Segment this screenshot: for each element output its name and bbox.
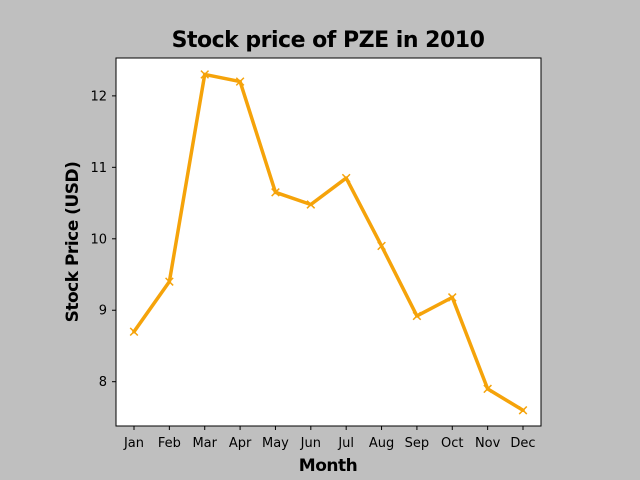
y-tick-label: 12 (90, 89, 107, 104)
x-tick-label: Jun (300, 436, 321, 451)
y-tick-label: 10 (90, 232, 107, 247)
data-point-jan (129, 327, 139, 337)
chart-title: Stock price of PZE in 2010 (172, 28, 485, 53)
x-marker-stroke (412, 311, 422, 321)
x-marker-stroke (306, 200, 316, 209)
data-point-jul (341, 173, 351, 183)
x-marker-stroke (483, 384, 492, 394)
y-tick-label: 8 (99, 375, 107, 390)
x-axis-label: Month (299, 456, 357, 476)
data-point-apr (235, 77, 245, 86)
x-marker-stroke (341, 173, 351, 183)
data-point-oct (447, 293, 457, 302)
data-point-nov (483, 384, 492, 394)
series-line (132, 72, 525, 413)
x-tick-label: Aug (369, 436, 394, 451)
x-marker-stroke (200, 70, 210, 79)
y-axis-label: Stock Price (USD) (63, 162, 83, 323)
x-marker-stroke (271, 188, 280, 197)
x-axis-ticks: Jan Feb Mar Apr May Jun Jul Aug Sep Oct Nov Dec (123, 426, 536, 451)
x-tick-label: Jan (123, 436, 144, 451)
y-axis-ticks: 8 9 10 11 12 (90, 89, 116, 390)
x-marker-stroke (235, 77, 245, 86)
x-marker-stroke (518, 405, 528, 415)
x-tick-label: May (262, 436, 289, 451)
data-point-sep (412, 311, 422, 321)
data-point-dec (518, 405, 528, 415)
x-tick-label: Apr (229, 436, 252, 451)
x-marker-stroke (165, 277, 174, 286)
data-point-jun (306, 200, 316, 209)
data-point-mar (200, 70, 210, 79)
x-tick-label: Sep (405, 436, 430, 451)
y-tick-label: 11 (90, 161, 107, 176)
series-layer (129, 70, 528, 415)
x-tick-label: Mar (192, 436, 217, 451)
x-marker-stroke (447, 293, 457, 302)
x-marker-stroke (377, 241, 386, 251)
x-tick-label: Nov (475, 436, 501, 451)
x-marker-stroke (129, 327, 139, 337)
plot-area (115, 57, 542, 427)
x-tick-label: Feb (158, 436, 181, 451)
data-point-may (271, 188, 280, 197)
y-tick-label: 9 (99, 304, 107, 319)
x-tick-label: Dec (510, 436, 535, 451)
x-tick-label: Oct (441, 436, 463, 451)
data-point-feb (165, 277, 174, 286)
x-tick-label: Jul (337, 436, 354, 451)
data-point-aug (377, 241, 386, 251)
